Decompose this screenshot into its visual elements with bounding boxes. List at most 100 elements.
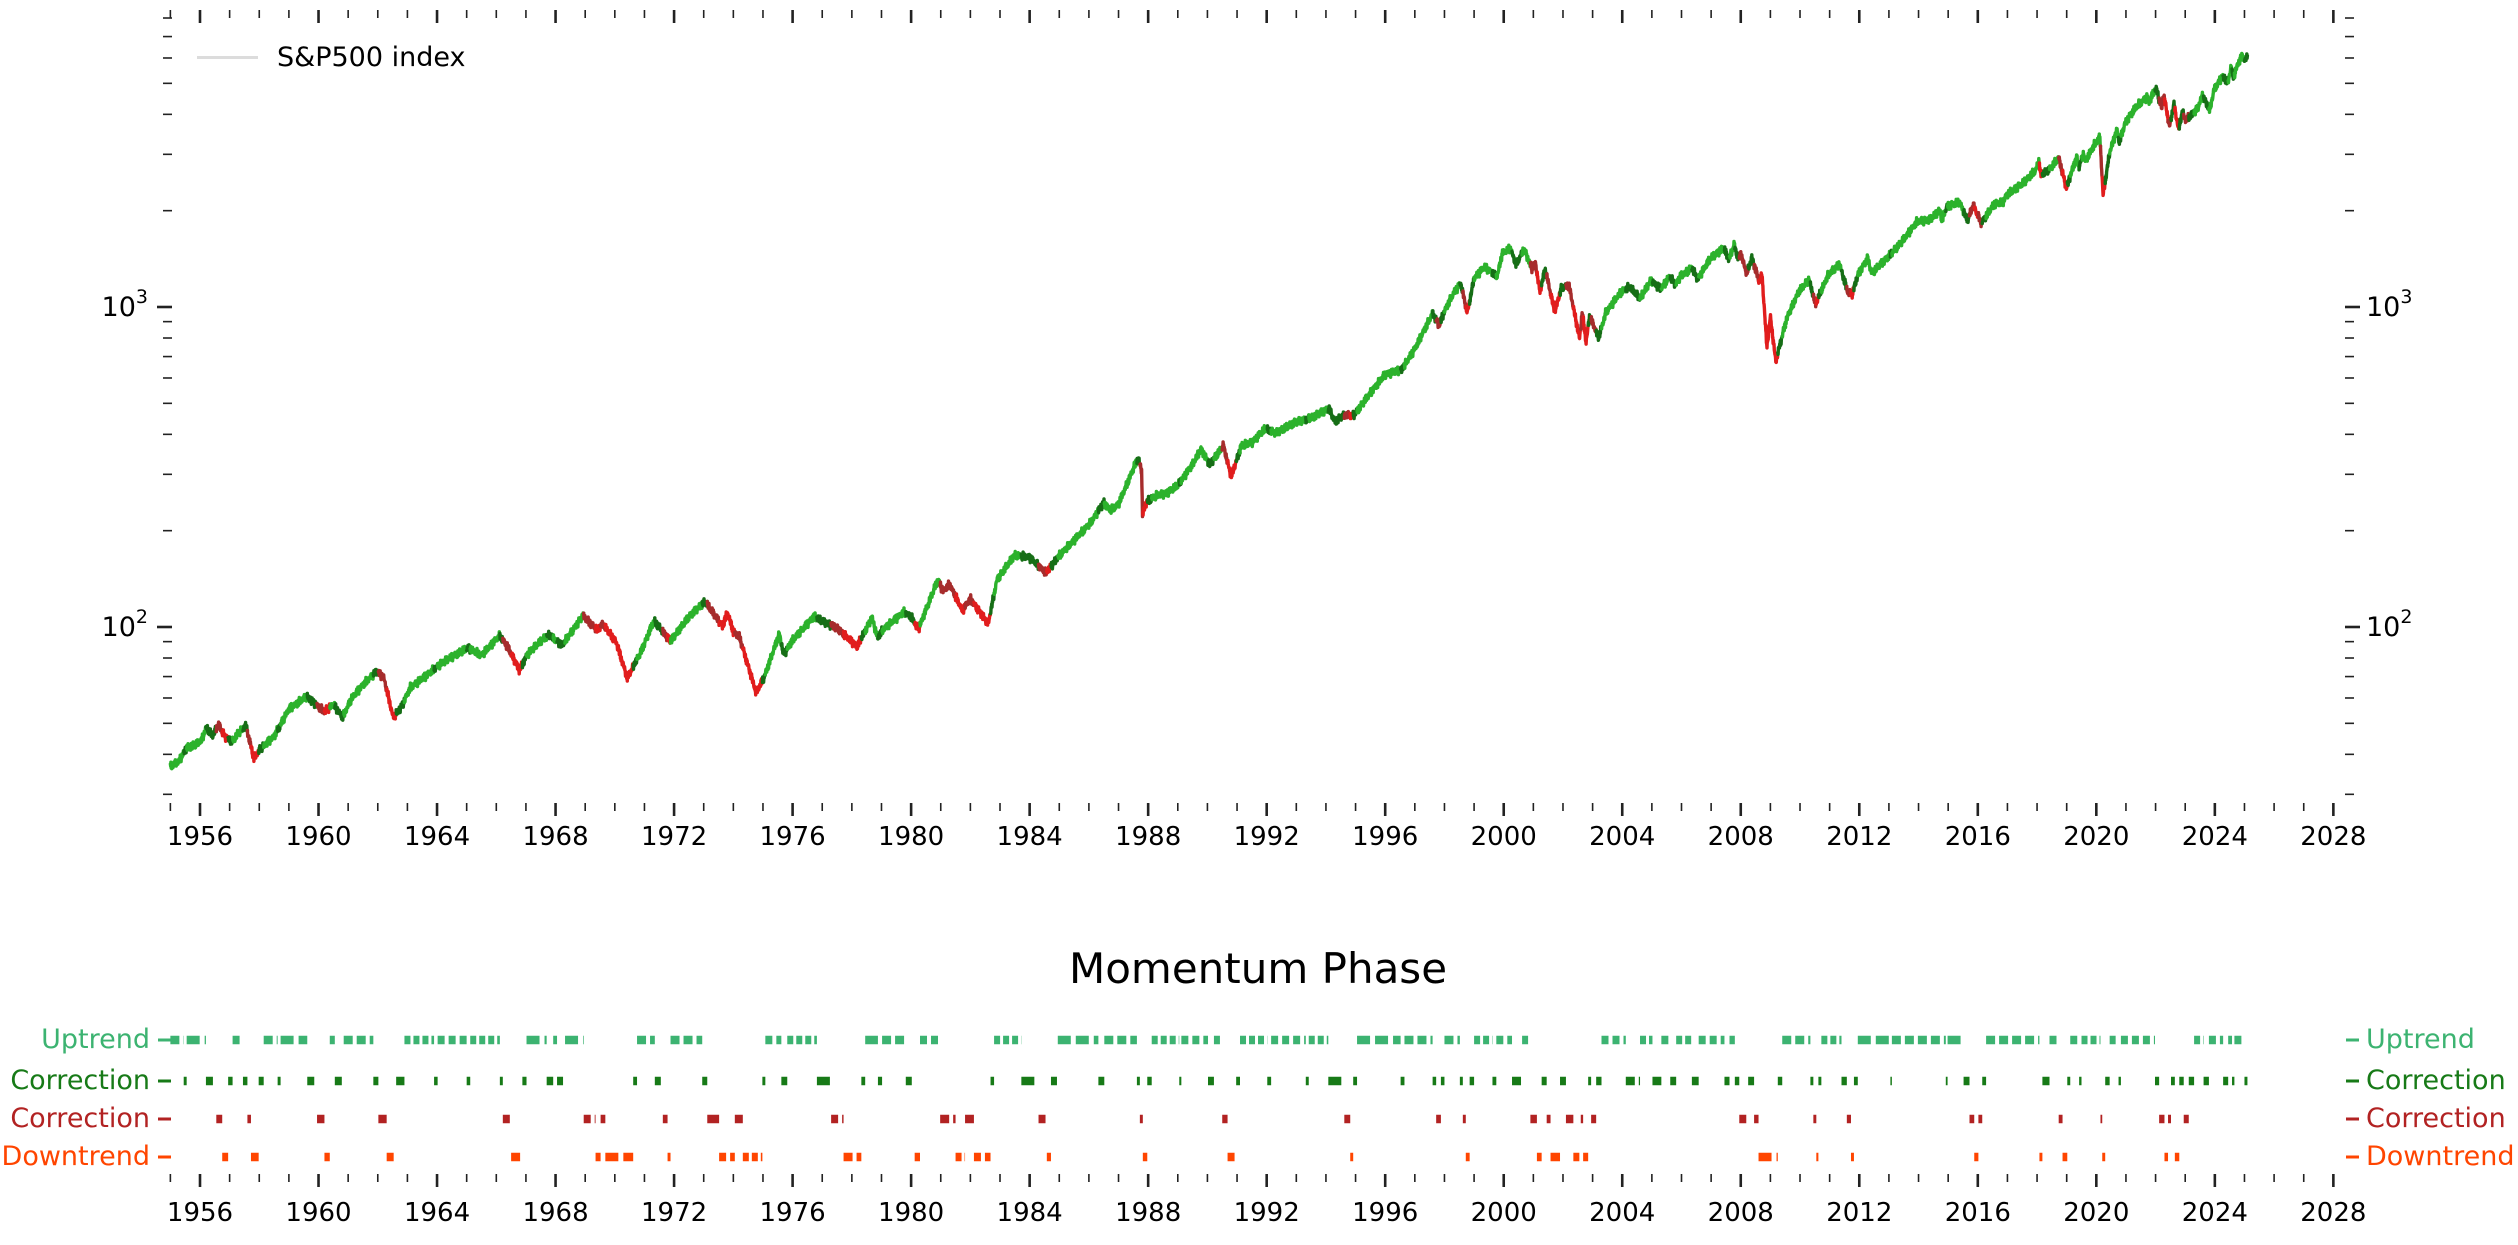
price-line-segment — [1102, 458, 1139, 515]
phase-x-tick-label: 2024 — [2182, 1198, 2248, 1228]
price-line-segment — [2242, 52, 2250, 63]
price-line-segment — [2103, 152, 2112, 186]
price-line-segment — [1528, 259, 1539, 277]
price-x-tick-label: 1968 — [522, 822, 588, 852]
price-x-tick-label: 1996 — [1352, 822, 1418, 852]
phase-row-label-right-uptrend-U: Uptrend — [2366, 1024, 2475, 1055]
phase-x-tick-label: 1972 — [641, 1198, 707, 1228]
phase-row-label-left-correction-R: Correction — [10, 1103, 150, 1134]
price-line-segment — [168, 749, 186, 771]
phase-row-label-left-downtrend-D: Downtrend — [1, 1141, 150, 1172]
price-line-segment — [635, 616, 657, 661]
price-line-segment — [262, 725, 280, 750]
price-line-segment — [1494, 243, 1514, 281]
price-line-segment — [1238, 424, 1269, 455]
phase-x-tick-label: 1960 — [285, 1198, 351, 1228]
price-line-segment — [2065, 173, 2072, 187]
price-line-segment — [1056, 506, 1101, 561]
price-line-segment — [733, 630, 745, 651]
price-line-segment — [1737, 250, 1750, 277]
price-line-segment — [2232, 51, 2247, 80]
legend-line-swatch — [197, 56, 258, 59]
price-line-segment — [1269, 415, 1308, 438]
price-line-segment — [249, 744, 261, 764]
price-line-segment — [555, 637, 567, 649]
price-line-segment — [913, 620, 922, 634]
price-line-segment — [2119, 87, 2157, 138]
price-x-tick-label: 2000 — [1471, 822, 1537, 852]
price-line-segment — [2169, 99, 2177, 123]
price-line-segment — [185, 725, 208, 752]
price-line-segment — [1548, 290, 1562, 315]
price-line-segment — [863, 614, 880, 641]
price-line-segment — [988, 591, 996, 616]
price-line-segment — [1539, 266, 1549, 288]
price-line-segment — [230, 725, 245, 744]
price-line-segment — [717, 610, 737, 638]
price-line-segment — [904, 610, 917, 627]
price-line-segment — [1307, 405, 1330, 424]
price-line-segment — [953, 592, 967, 615]
price-line-segment — [1852, 273, 1860, 293]
price-x-tick-label: 1964 — [404, 822, 470, 852]
price-line-segment — [1752, 262, 1761, 283]
price-line-segment — [963, 593, 976, 610]
price-line-segment — [1727, 239, 1737, 260]
price-line-segment — [1746, 253, 1756, 271]
phase-row-label-right-downtrend-D: Downtrend — [2366, 1141, 2515, 1172]
price-line-segment — [563, 611, 586, 645]
phase-row-label-right-correction-R: Correction — [2366, 1103, 2506, 1134]
price-line-segment — [241, 720, 250, 733]
price-line-segment — [1019, 550, 1041, 571]
price-line-segment — [435, 644, 469, 671]
price-line-segment — [328, 700, 337, 711]
y-tick-label-left: 103 — [102, 286, 148, 323]
price-x-tick-label: 1992 — [1234, 822, 1300, 852]
price-line-segment — [1402, 309, 1435, 370]
price-x-tick-label: 1956 — [167, 822, 233, 852]
price-line-segment — [829, 621, 846, 639]
phase-x-tick-label: 2012 — [1826, 1198, 1892, 1228]
price-line-segment — [763, 630, 783, 677]
price-line-segment — [376, 668, 389, 693]
phase-x-tick-label: 1964 — [404, 1198, 470, 1228]
price-x-tick-label: 2012 — [1826, 822, 1892, 852]
y-tick-label-right: 103 — [2366, 286, 2412, 323]
price-x-tick-label: 2028 — [2300, 822, 2366, 852]
price-line-segment — [815, 614, 833, 631]
price-x-tick-label: 2016 — [1945, 822, 2011, 852]
price-line-segment — [1624, 281, 1642, 302]
price-line-segment — [1520, 246, 1533, 269]
price-line-segment — [1442, 281, 1462, 314]
price-line-segment — [741, 646, 765, 697]
legend-label: S&P500 index — [277, 42, 466, 73]
price-x-tick-label: 1980 — [878, 822, 944, 852]
price-line-segment — [1890, 206, 1948, 258]
y-tick-label-left: 102 — [102, 606, 148, 643]
price-x-tick-label: 1960 — [285, 822, 351, 852]
price-line-segment — [1674, 264, 1694, 287]
price-line-segment — [880, 606, 908, 636]
phase-x-tick-label: 2028 — [2300, 1198, 2366, 1228]
phase-x-tick-label: 1996 — [1352, 1198, 1418, 1228]
price-line-segment — [501, 636, 513, 658]
price-line-segment — [603, 622, 635, 683]
phase-row-label-right-correction-C: Correction — [2366, 1065, 2506, 1096]
price-line-segment — [2207, 72, 2225, 114]
phase-x-tick-label: 2000 — [1471, 1198, 1537, 1228]
price-line-segment — [1967, 201, 1976, 218]
price-line-segment — [1945, 197, 1966, 217]
bottom-panel-title: Momentum Phase — [1068, 944, 1448, 993]
price-line-segment — [2116, 133, 2123, 146]
price-line-segment — [2226, 63, 2234, 85]
price-line-segment — [1545, 272, 1553, 297]
price-line-segment — [1179, 445, 1210, 485]
price-line-segment — [705, 599, 721, 627]
phase-x-tick-label: 1988 — [1115, 1198, 1181, 1228]
price-line-segment — [1564, 281, 1576, 311]
price-line-segment — [668, 600, 704, 645]
price-line-segment — [1150, 478, 1181, 502]
price-line-segment — [1599, 286, 1628, 331]
price-x-tick-label: 1984 — [997, 822, 1063, 852]
price-line-segment — [582, 611, 598, 634]
